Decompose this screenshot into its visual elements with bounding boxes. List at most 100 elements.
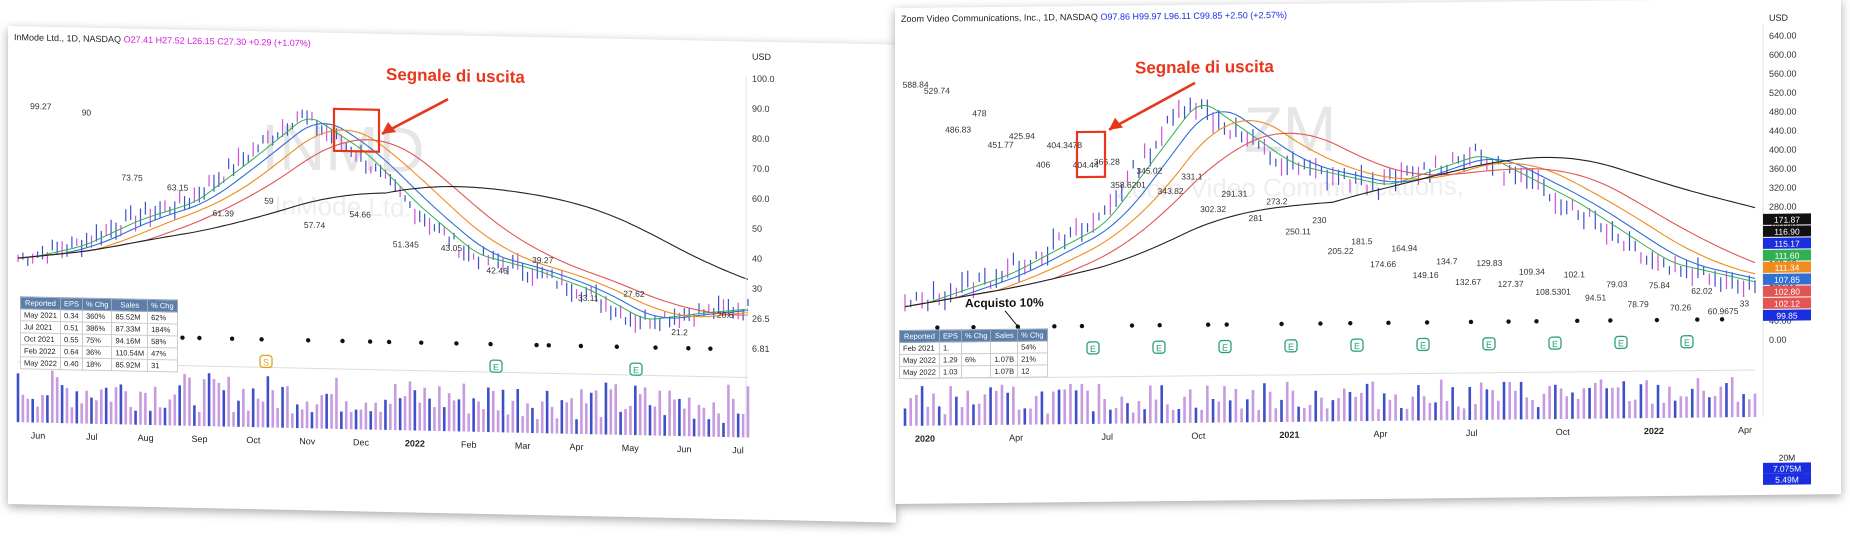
price-tag	[1763, 225, 1811, 237]
price-tag-label: 111.60	[1775, 251, 1800, 261]
usd-label: USD	[752, 52, 772, 62]
earnings-dot	[1279, 321, 1284, 327]
table-cell: 386%	[82, 322, 112, 335]
price-tick: 440.00	[1769, 126, 1797, 136]
price-tag	[1763, 249, 1811, 261]
earnings-dot	[1468, 319, 1474, 325]
usd-label: USD	[1769, 13, 1789, 23]
price-label: 134.7	[1436, 256, 1458, 266]
price-label: 75.84	[1649, 280, 1671, 290]
earnings-dot	[653, 345, 658, 350]
earnings-badge-label: E	[633, 365, 639, 375]
price-label: 181.5	[1351, 236, 1373, 246]
earnings-dot	[259, 337, 264, 342]
earnings-badge-label: E	[1222, 343, 1228, 353]
price-label: 73.75	[121, 172, 143, 182]
earnings-table-zoom: Reported EPS% Chg Sales% Chg Feb 2021 1. 54%…	[899, 328, 1048, 379]
price-label: 291.31	[1221, 189, 1247, 199]
earnings-dot	[1079, 323, 1085, 329]
price-label: 129.83	[1476, 258, 1502, 268]
ma-line-blue	[17, 123, 749, 319]
month-label: 2021	[1279, 430, 1299, 440]
table-cell: 0.40	[60, 357, 83, 371]
table-cell: May 2021	[20, 308, 61, 322]
table-cell: 47%	[147, 347, 178, 361]
earnings-badge-label: E	[1420, 340, 1426, 350]
earnings-dot	[534, 342, 539, 348]
earnings-dot	[1224, 322, 1229, 327]
table-cell: 360%	[82, 310, 112, 323]
price-tick: 400.00	[1769, 145, 1797, 155]
price-label: 174.66	[1370, 259, 1396, 269]
table-header-1: EPS	[60, 297, 83, 311]
volume-tag-label: 20M	[1779, 453, 1796, 463]
month-label: Oct	[1556, 427, 1571, 437]
zoom-chart-panel: Zoom Video Communications, Inc., 1D, NAS…	[895, 0, 1841, 505]
price-label: 273.2	[1266, 196, 1288, 206]
price-label: 102.1	[1564, 269, 1586, 279]
ma-line-blue	[904, 111, 1756, 308]
earnings-badge-label: E	[1684, 338, 1690, 348]
table-cell: 0.51	[60, 321, 83, 335]
price-label: 20.6	[717, 310, 734, 320]
table-cell: May 2022	[20, 356, 61, 370]
earnings-dot	[1654, 317, 1660, 323]
price-label: 486.83	[945, 124, 971, 134]
month-label: Apr	[1738, 425, 1752, 435]
watermark-name: Zoom Video Communications,	[1116, 171, 1464, 205]
price-label: 63.15	[167, 182, 189, 192]
exit-arrow-icon	[1108, 81, 1196, 131]
price-label: 366.28	[1094, 157, 1120, 167]
earnings-dot	[686, 346, 691, 351]
price-tag	[1763, 237, 1811, 249]
table-header-0: Reported	[20, 296, 61, 310]
month-label: Nov	[299, 436, 316, 446]
table-header-0: Reported	[899, 330, 940, 343]
price-tag	[1763, 297, 1811, 309]
month-label: Apr	[569, 442, 583, 452]
price-label: 149.16	[1413, 270, 1439, 280]
table-cell: May 2022	[899, 366, 940, 379]
earnings-badge-label: E	[1090, 344, 1096, 354]
price-label: 250.11	[1285, 226, 1311, 236]
month-label: Jun	[31, 430, 46, 440]
price-label: 164.94	[1391, 243, 1417, 253]
table-cell: 1.07B	[990, 365, 1018, 378]
price-label: 33.11	[578, 293, 599, 303]
month-label: May	[622, 443, 640, 453]
price-label: 27.62	[623, 289, 645, 299]
exit-signal-label: Segnale di uscita	[386, 65, 525, 87]
price-label: 127.37	[1498, 279, 1524, 289]
table-cell: May 2022	[899, 354, 940, 367]
price-tag	[1763, 285, 1811, 297]
price-label: 425.94	[1009, 131, 1035, 141]
exit-signal-box	[332, 107, 381, 153]
volume-tag-label: 7.075M	[1773, 464, 1801, 474]
earnings-dot	[546, 343, 551, 348]
earnings-badge-icon	[489, 359, 503, 373]
month-label: Sep	[192, 434, 208, 444]
earnings-dot	[454, 341, 459, 346]
earnings-dot	[1052, 324, 1057, 329]
price-label: 451.77	[988, 140, 1014, 150]
inmode-chart-panel: InMode Ltd., 1D, NASDAQ O27.41 H27.52 L2…	[8, 26, 896, 523]
price-label: 404.3478	[1047, 140, 1083, 150]
earnings-badge-icon	[1614, 335, 1628, 350]
month-label: Aug	[138, 433, 154, 443]
month-label: Jul	[1466, 428, 1478, 438]
earnings-dot	[1205, 322, 1211, 327]
ma-line-orange	[17, 129, 749, 318]
earnings-dot	[367, 339, 373, 344]
table-cell: 58%	[147, 335, 178, 349]
ma-line-black	[17, 185, 749, 280]
watermark-ticker: INMD	[261, 111, 425, 186]
month-label: Jun	[677, 444, 692, 454]
price-tick: 30	[752, 284, 762, 294]
table-cell: 12	[1017, 364, 1048, 378]
table-cell: 85.92M	[111, 358, 148, 372]
table-cell: 18%	[82, 358, 112, 371]
price-tag-label: 107.85	[1774, 275, 1800, 285]
price-label: 33	[1740, 298, 1750, 308]
table-header-1: EPS	[939, 329, 962, 343]
